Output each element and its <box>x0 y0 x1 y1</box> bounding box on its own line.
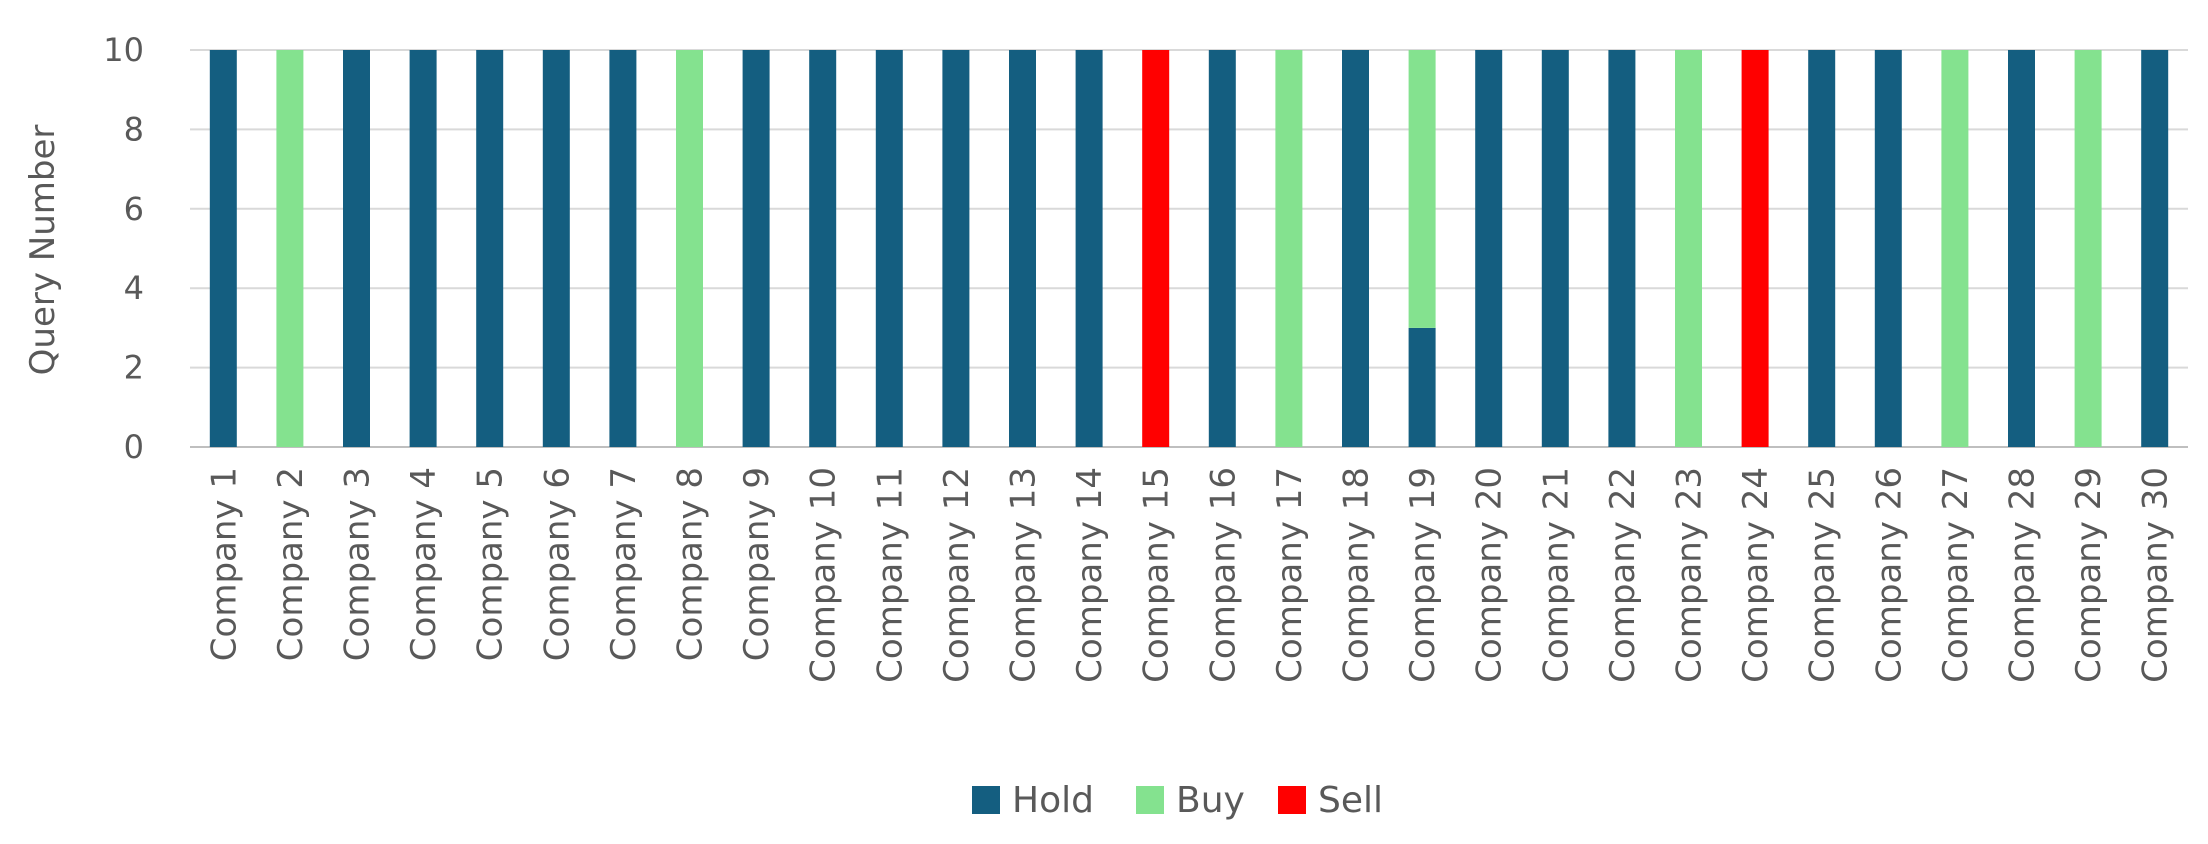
y-tick-label: 8 <box>124 110 144 148</box>
y-axis-label: Query Number <box>23 125 63 376</box>
x-category-label: Company 7 <box>604 467 644 661</box>
x-category-label: Company 28 <box>2003 467 2043 683</box>
legend-swatch-sell <box>1278 786 1306 814</box>
x-category-label: Company 19 <box>1403 467 1443 683</box>
bar-hold-26 <box>1874 50 1902 447</box>
bar-sell-15 <box>1142 50 1170 447</box>
x-category-label: Company 17 <box>1270 467 1310 683</box>
bar-hold-5 <box>476 50 504 447</box>
y-tick-label: 6 <box>124 190 144 228</box>
x-category-label: Company 29 <box>2069 467 2109 683</box>
legend-label-hold: Hold <box>1012 780 1094 821</box>
x-category-label: Company 4 <box>404 467 444 661</box>
bar-hold-10 <box>809 50 837 447</box>
x-category-label: Company 16 <box>1203 467 1243 683</box>
x-category-label: Company 10 <box>804 467 844 683</box>
x-category-label: Company 26 <box>1869 467 1909 683</box>
x-category-label: Company 30 <box>2136 467 2176 683</box>
bar-hold-4 <box>409 50 437 447</box>
bar-hold-13 <box>1009 50 1036 447</box>
bars <box>209 50 2169 447</box>
bar-hold-18 <box>1342 50 1369 447</box>
y-tick-label: 10 <box>103 31 144 69</box>
bar-buy-29 <box>2074 50 2102 447</box>
bar-hold-1 <box>209 50 237 447</box>
bar-hold-14 <box>1075 50 1103 447</box>
x-category-label: Company 3 <box>338 467 378 661</box>
bar-hold-9 <box>742 50 770 447</box>
y-tick-label: 0 <box>124 428 144 466</box>
bar-hold-30 <box>2141 50 2169 447</box>
bar-sell-24 <box>1741 50 1769 447</box>
x-category-label: Company 12 <box>937 467 977 683</box>
x-category-label: Company 27 <box>1936 467 1976 683</box>
bar-hold-16 <box>1208 50 1236 447</box>
legend: Hold Buy Sell <box>972 780 1383 821</box>
legend-swatch-buy <box>1136 786 1164 814</box>
x-category-label: Company 5 <box>471 467 511 661</box>
x-category-label: Company 24 <box>1736 467 1776 683</box>
x-axis-categories: Company 1 Company 2 Company 3 Company 4 Comp… <box>204 467 2175 683</box>
bar-hold-6 <box>542 50 570 447</box>
x-category-label: Company 13 <box>1004 467 1044 683</box>
x-category-label: Company 11 <box>870 467 910 683</box>
x-category-label: Company 22 <box>1603 467 1643 683</box>
bar-hold-20 <box>1475 50 1503 447</box>
y-axis-ticks: 0 2 4 6 8 10 <box>103 31 144 466</box>
x-category-label: Company 14 <box>1070 467 1110 683</box>
x-category-label: Company 20 <box>1470 467 1510 683</box>
x-category-label: Company 1 <box>204 467 244 661</box>
x-category-label: Company 18 <box>1337 467 1377 683</box>
y-tick-label: 2 <box>124 349 144 387</box>
x-category-label: Company 15 <box>1137 467 1177 683</box>
y-tick-label: 4 <box>124 269 144 307</box>
bar-hold-22 <box>1608 50 1636 447</box>
bar-buy-23 <box>1675 50 1702 447</box>
x-category-label: Company 6 <box>537 467 577 661</box>
legend-label-sell: Sell <box>1318 780 1383 821</box>
bar-buy-2 <box>276 50 304 447</box>
x-category-label: Company 2 <box>271 467 311 661</box>
bar-hold-28 <box>2008 50 2035 447</box>
x-category-label: Company 21 <box>1536 467 1576 683</box>
gridlines <box>190 49 2188 448</box>
bar-hold-19 <box>1408 327 1436 447</box>
bar-hold-3 <box>343 50 370 447</box>
bar-buy-17 <box>1275 50 1303 447</box>
bar-buy-19 <box>1408 50 1436 328</box>
bar-buy-27 <box>1941 50 1969 447</box>
bar-hold-12 <box>942 50 970 447</box>
bar-buy-8 <box>676 50 703 447</box>
bar-hold-21 <box>1541 50 1569 447</box>
x-category-label: Company 8 <box>671 467 711 661</box>
bar-hold-11 <box>875 50 903 447</box>
bar-hold-7 <box>609 50 637 447</box>
x-category-label: Company 25 <box>1803 467 1843 683</box>
x-category-label: Company 23 <box>1670 467 1710 683</box>
legend-label-buy: Buy <box>1176 780 1245 821</box>
x-category-label: Company 9 <box>737 467 777 661</box>
legend-swatch-hold <box>972 786 1000 814</box>
bar-hold-25 <box>1808 50 1836 447</box>
